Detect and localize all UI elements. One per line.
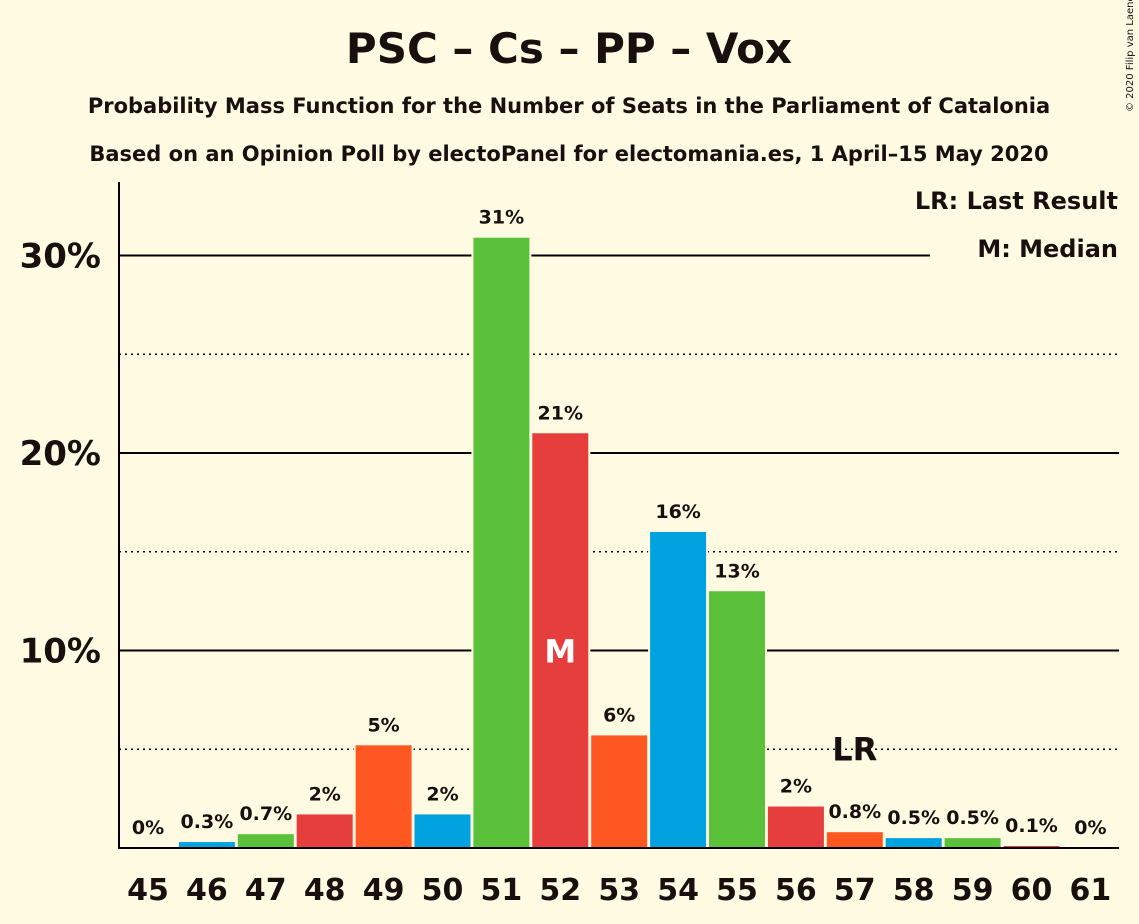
bar-seat-52: [532, 433, 589, 848]
x-tick-label: 51: [481, 873, 523, 908]
data-label: 0%: [132, 817, 164, 839]
x-tick-label: 50: [422, 873, 464, 908]
bar-seat-49: [355, 745, 412, 848]
x-tick-label: 57: [834, 873, 876, 908]
data-label: 0.5%: [887, 807, 940, 829]
bar-seat-51: [473, 237, 530, 849]
chart-title: PSC – Cs – PP – Vox: [346, 24, 792, 73]
data-label: 6%: [603, 704, 635, 726]
data-label: 16%: [655, 501, 700, 523]
chart-subtitle: Probability Mass Function for the Number…: [88, 94, 1050, 118]
data-label: 0%: [1074, 817, 1106, 839]
bars: 0% 0.3% 0.7% 2% 5% 2% 31% 21% 6% 16% 13% 2% 0.8% 0.5%…: [132, 207, 1107, 849]
data-label: 21%: [538, 402, 583, 424]
x-tick-label: 49: [363, 873, 405, 908]
gridlines: [119, 254, 1119, 750]
x-tick-label: 52: [539, 873, 581, 908]
x-tick-label: 59: [952, 873, 994, 908]
legend-background: [930, 184, 1122, 272]
chart-subtitle-source: Based on an Opinion Poll by electoPanel …: [89, 142, 1048, 166]
data-label: 2%: [780, 776, 812, 798]
data-label: 2%: [426, 783, 458, 805]
data-label: 0.8%: [828, 801, 881, 823]
bar-seat-46: [178, 842, 235, 848]
y-tick-label: 20%: [20, 434, 101, 474]
last-result-marker: LR: [832, 730, 877, 768]
bar-seat-58: [885, 838, 942, 848]
bar-seat-59: [944, 838, 1001, 848]
x-tick-label: 60: [1011, 873, 1053, 908]
x-tick-label: 46: [186, 873, 228, 908]
bar-seat-55: [709, 591, 765, 848]
bar-seat-50: [414, 814, 471, 848]
x-tick-label: 55: [716, 873, 758, 908]
x-tick-label: 48: [304, 873, 346, 908]
x-tick-label: 58: [893, 873, 935, 908]
x-tick-label: 47: [245, 873, 287, 908]
x-tick-label: 56: [775, 873, 817, 908]
bar-seat-56: [767, 806, 824, 848]
median-marker: M: [544, 633, 576, 671]
y-tick-label: 10%: [20, 632, 101, 672]
axis-ticks: 10% 20% 30% 45 46 47 48 49 50 51 52 53 54 55 56 57 58 59 6…: [20, 237, 1112, 909]
data-label: 0.1%: [1005, 815, 1058, 837]
x-tick-label: 45: [127, 873, 169, 908]
x-tick-label: 54: [657, 873, 699, 908]
data-label: 31%: [479, 207, 524, 229]
bar-seat-57: [826, 832, 883, 848]
data-label: 13%: [714, 560, 759, 582]
y-tick-label: 30%: [20, 237, 101, 277]
bar-seat-53: [591, 735, 648, 848]
data-label: 2%: [309, 783, 341, 805]
x-tick-label: 61: [1070, 873, 1112, 908]
x-tick-label: 53: [598, 873, 640, 908]
data-label: 0.3%: [181, 811, 234, 833]
bar-gap: [1001, 834, 1062, 848]
data-label: 5%: [367, 714, 399, 736]
legend-median: M: Median: [977, 235, 1118, 263]
data-label: 0.7%: [239, 803, 292, 825]
bar-seat-47: [237, 834, 294, 848]
bar-seat-48: [296, 814, 353, 848]
copyright-note: © 2020 Filip van Laenen: [1125, 0, 1136, 112]
legend-last-result: LR: Last Result: [915, 187, 1118, 215]
bar-seat-54: [650, 532, 707, 848]
data-label: 0.5%: [946, 807, 999, 829]
